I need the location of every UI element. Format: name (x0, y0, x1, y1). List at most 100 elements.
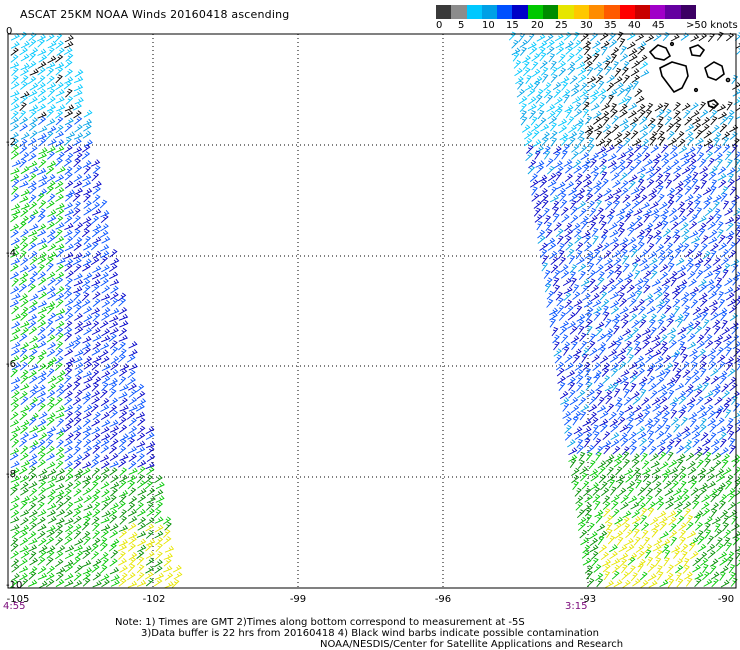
wind-barb (724, 277, 733, 286)
wind-barb (664, 304, 672, 314)
wind-barb (644, 222, 654, 231)
wind-barb (610, 486, 617, 496)
wind-barb (128, 556, 137, 566)
wind-barb (119, 515, 128, 525)
wind-barb (602, 501, 611, 511)
wind-barb (587, 522, 595, 532)
wind-barb (727, 430, 735, 440)
wind-barb (82, 550, 91, 560)
wind-barb (712, 194, 722, 203)
wind-barb (127, 563, 136, 573)
wind-barb (46, 550, 55, 559)
wind-barb (109, 382, 118, 391)
wind-barb (605, 580, 615, 588)
wind-barb (74, 389, 83, 399)
wind-barb (549, 318, 557, 328)
wind-barb (634, 215, 643, 225)
wind-barb (728, 241, 737, 251)
wind-barb (729, 444, 737, 455)
wind-barb (576, 319, 585, 328)
wind-barb (145, 542, 154, 552)
wind-barb (47, 235, 56, 244)
wind-barb (83, 376, 93, 384)
wind-barb (82, 370, 93, 378)
wind-barb (707, 410, 716, 420)
wind-barb (56, 383, 65, 392)
wind-barb (648, 383, 657, 392)
wind-barb (569, 458, 577, 468)
wind-barb (688, 278, 697, 287)
wind-barb (637, 241, 645, 251)
wind-barb (661, 144, 669, 154)
wind-barb (671, 480, 679, 490)
wind-barb (614, 530, 624, 539)
wind-barb (619, 109, 628, 118)
wind-barb (630, 68, 640, 77)
wind-barb (99, 320, 109, 329)
wind-barb (45, 301, 56, 309)
wind-barb (650, 453, 659, 462)
colorbar-label: 45 (652, 20, 665, 31)
wind-barb (575, 249, 583, 260)
island-outline (707, 99, 720, 109)
wind-barb (716, 474, 725, 483)
wind-barb (649, 257, 658, 266)
wind-barb (611, 500, 619, 510)
wind-barb (714, 334, 724, 343)
wind-barb (572, 416, 579, 426)
wind-barb (118, 334, 128, 342)
wind-barb (37, 103, 47, 112)
wind-barb (635, 290, 643, 300)
wind-barb (137, 538, 147, 547)
wind-barb (566, 248, 575, 258)
wind-barb (145, 551, 155, 559)
wind-barb (727, 179, 735, 188)
wind-barb (660, 214, 668, 224)
wind-barb (83, 200, 92, 209)
wind-barb (64, 243, 74, 252)
wind-barb (722, 515, 730, 525)
wind-barb (597, 146, 607, 155)
wind-barb (522, 60, 530, 70)
wind-barb (684, 185, 692, 195)
wind-barb (534, 150, 541, 160)
wind-barb (640, 507, 648, 517)
wind-barb (55, 299, 64, 308)
wind-barb (682, 369, 691, 378)
wind-barb (717, 487, 724, 497)
wind-barb (110, 307, 120, 316)
wind-barb (28, 122, 37, 132)
wind-barb (64, 180, 74, 189)
wind-barb (56, 166, 66, 174)
wind-barb (578, 397, 587, 406)
wind-barb (128, 389, 137, 398)
wind-barb (597, 333, 606, 342)
wind-barb (680, 346, 687, 356)
wind-barb (601, 46, 608, 56)
wind-barb (91, 320, 100, 330)
wind-barb (714, 396, 723, 406)
wind-barb (710, 502, 720, 511)
wind-barb (553, 284, 561, 294)
wind-barb (666, 318, 674, 328)
wind-barb (655, 362, 664, 372)
wind-barb (109, 460, 119, 468)
wind-barb (144, 474, 153, 484)
wind-barb (29, 488, 38, 497)
wind-barb (565, 40, 574, 49)
wind-barb (118, 525, 129, 532)
lat-label-2s: -2 (6, 137, 16, 148)
wind-barb (36, 384, 46, 393)
wind-barb (55, 483, 65, 491)
wind-barb (648, 319, 656, 329)
wind-barb (645, 34, 655, 43)
wind-barb (55, 235, 65, 244)
wind-barb (46, 578, 55, 588)
wind-barb (73, 228, 81, 238)
wind-barb (144, 571, 154, 580)
wind-barb (588, 396, 597, 406)
wind-barb (56, 370, 66, 378)
wind-barb (10, 271, 20, 280)
wind-barb (117, 354, 126, 363)
colorbar-label: >50 knots (686, 20, 738, 31)
